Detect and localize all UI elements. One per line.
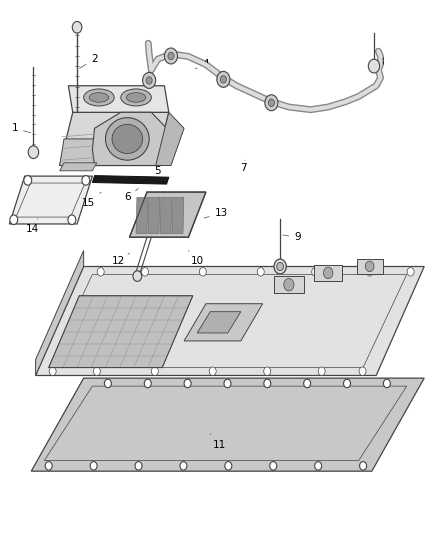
Text: 6: 6 bbox=[124, 189, 138, 203]
Circle shape bbox=[199, 268, 206, 276]
Circle shape bbox=[274, 259, 286, 274]
Ellipse shape bbox=[121, 89, 151, 106]
Polygon shape bbox=[172, 197, 184, 233]
Circle shape bbox=[225, 462, 232, 470]
Circle shape bbox=[90, 462, 97, 470]
Text: 7: 7 bbox=[240, 160, 246, 173]
Circle shape bbox=[141, 268, 148, 276]
Polygon shape bbox=[35, 251, 84, 375]
Polygon shape bbox=[60, 139, 99, 165]
Polygon shape bbox=[130, 192, 206, 237]
Circle shape bbox=[304, 379, 311, 387]
Circle shape bbox=[407, 268, 414, 276]
Circle shape bbox=[180, 462, 187, 470]
Circle shape bbox=[360, 462, 367, 470]
Circle shape bbox=[49, 367, 56, 375]
Circle shape bbox=[383, 379, 390, 387]
Circle shape bbox=[151, 367, 158, 375]
Ellipse shape bbox=[89, 93, 109, 102]
Circle shape bbox=[164, 48, 177, 64]
Circle shape bbox=[135, 462, 142, 470]
Text: 2: 2 bbox=[79, 54, 98, 68]
Polygon shape bbox=[274, 276, 304, 293]
Polygon shape bbox=[31, 378, 424, 471]
Text: 10: 10 bbox=[188, 251, 204, 266]
Polygon shape bbox=[49, 296, 193, 368]
Circle shape bbox=[143, 72, 155, 88]
Circle shape bbox=[28, 146, 39, 159]
Text: 3: 3 bbox=[124, 91, 139, 101]
Polygon shape bbox=[92, 112, 171, 165]
Circle shape bbox=[366, 268, 373, 276]
Polygon shape bbox=[68, 86, 169, 112]
Polygon shape bbox=[35, 266, 424, 375]
Circle shape bbox=[97, 268, 104, 276]
Polygon shape bbox=[160, 197, 172, 233]
Ellipse shape bbox=[126, 93, 146, 102]
Text: 12: 12 bbox=[112, 253, 130, 266]
Circle shape bbox=[314, 462, 321, 470]
Text: 9: 9 bbox=[283, 232, 301, 243]
Polygon shape bbox=[314, 265, 343, 281]
Circle shape bbox=[68, 215, 76, 224]
Circle shape bbox=[209, 367, 216, 375]
Circle shape bbox=[146, 77, 152, 84]
Circle shape bbox=[359, 367, 366, 375]
Circle shape bbox=[104, 379, 111, 387]
Circle shape bbox=[265, 95, 278, 111]
Text: 1: 1 bbox=[11, 123, 31, 133]
Circle shape bbox=[318, 367, 325, 375]
Text: 14: 14 bbox=[25, 219, 39, 235]
Circle shape bbox=[343, 379, 350, 387]
Polygon shape bbox=[357, 259, 383, 273]
Circle shape bbox=[24, 175, 32, 185]
Text: 8: 8 bbox=[372, 57, 384, 70]
Circle shape bbox=[93, 367, 100, 375]
Circle shape bbox=[284, 278, 294, 291]
Circle shape bbox=[312, 268, 319, 276]
Ellipse shape bbox=[84, 89, 114, 106]
Circle shape bbox=[168, 52, 174, 60]
Circle shape bbox=[10, 215, 18, 224]
Ellipse shape bbox=[106, 118, 149, 160]
Polygon shape bbox=[136, 197, 148, 233]
Text: 5: 5 bbox=[155, 160, 161, 176]
Circle shape bbox=[257, 268, 264, 276]
Polygon shape bbox=[184, 304, 263, 341]
Polygon shape bbox=[197, 312, 241, 333]
Polygon shape bbox=[155, 112, 184, 165]
Polygon shape bbox=[92, 175, 169, 184]
Circle shape bbox=[184, 379, 191, 387]
Circle shape bbox=[368, 59, 380, 73]
Circle shape bbox=[224, 379, 231, 387]
Circle shape bbox=[268, 99, 275, 107]
Circle shape bbox=[217, 71, 230, 87]
Circle shape bbox=[323, 267, 333, 279]
Circle shape bbox=[277, 262, 283, 271]
Circle shape bbox=[144, 379, 151, 387]
Polygon shape bbox=[10, 176, 92, 224]
Polygon shape bbox=[60, 112, 169, 165]
Circle shape bbox=[365, 261, 374, 272]
Circle shape bbox=[133, 271, 142, 281]
Polygon shape bbox=[148, 197, 160, 233]
Circle shape bbox=[270, 462, 277, 470]
Polygon shape bbox=[60, 163, 97, 171]
Text: 11: 11 bbox=[210, 434, 226, 450]
Text: 4: 4 bbox=[195, 60, 209, 69]
Ellipse shape bbox=[112, 124, 143, 154]
Circle shape bbox=[264, 379, 271, 387]
Circle shape bbox=[45, 462, 52, 470]
Circle shape bbox=[264, 367, 271, 375]
Text: 15: 15 bbox=[81, 192, 101, 208]
Circle shape bbox=[220, 76, 226, 83]
Circle shape bbox=[72, 21, 82, 33]
Text: 13: 13 bbox=[204, 208, 228, 219]
Circle shape bbox=[82, 175, 90, 185]
